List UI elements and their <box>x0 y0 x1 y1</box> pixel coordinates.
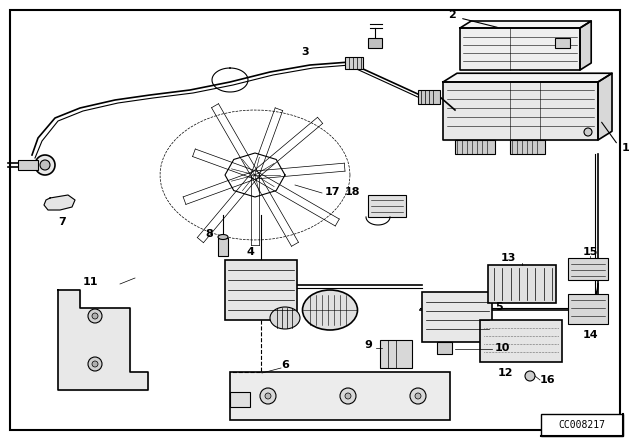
Text: 10: 10 <box>495 343 510 353</box>
Text: 18: 18 <box>344 187 360 197</box>
Bar <box>368 38 382 48</box>
Polygon shape <box>460 28 580 70</box>
Circle shape <box>525 371 535 381</box>
Bar <box>345 57 363 69</box>
Bar <box>18 160 38 170</box>
Bar <box>541 414 623 436</box>
Bar <box>422 292 492 342</box>
Text: 4: 4 <box>246 247 254 257</box>
Text: 15: 15 <box>582 247 598 257</box>
Bar <box>368 195 406 217</box>
Bar <box>230 372 450 420</box>
Text: CC008217: CC008217 <box>559 420 605 430</box>
Bar <box>437 342 452 354</box>
Text: 9: 9 <box>364 340 372 350</box>
Circle shape <box>410 388 426 404</box>
Text: 7: 7 <box>58 217 66 227</box>
Text: 1: 1 <box>622 143 630 153</box>
Bar <box>225 260 297 320</box>
Bar <box>455 140 495 154</box>
Circle shape <box>340 388 356 404</box>
Bar <box>568 258 608 280</box>
Circle shape <box>584 128 592 136</box>
Bar <box>488 265 556 303</box>
Text: 6: 6 <box>281 360 289 370</box>
Bar <box>480 320 562 362</box>
Text: 5: 5 <box>495 302 502 312</box>
Text: 8: 8 <box>205 229 213 239</box>
Circle shape <box>88 357 102 371</box>
Ellipse shape <box>270 307 300 329</box>
Bar <box>510 140 545 154</box>
Text: 17: 17 <box>325 187 340 197</box>
Circle shape <box>92 361 98 367</box>
Bar <box>568 294 608 324</box>
Polygon shape <box>443 82 598 140</box>
Circle shape <box>40 160 50 170</box>
Circle shape <box>92 313 98 319</box>
Polygon shape <box>443 73 612 82</box>
Text: 11: 11 <box>83 277 98 287</box>
Polygon shape <box>580 21 591 70</box>
Ellipse shape <box>218 234 228 240</box>
Text: 12: 12 <box>497 368 513 378</box>
Bar <box>418 90 440 104</box>
Ellipse shape <box>303 290 358 330</box>
Bar <box>380 340 412 368</box>
Polygon shape <box>598 73 612 140</box>
Circle shape <box>345 393 351 399</box>
Text: 3: 3 <box>301 47 309 57</box>
Polygon shape <box>460 21 591 28</box>
Text: 2: 2 <box>448 10 456 20</box>
Bar <box>555 38 570 48</box>
Polygon shape <box>44 195 75 210</box>
Text: 14: 14 <box>582 330 598 340</box>
Bar <box>230 392 250 407</box>
Bar <box>218 238 228 256</box>
Text: 13: 13 <box>500 253 516 263</box>
Circle shape <box>35 155 55 175</box>
Polygon shape <box>58 290 148 390</box>
Circle shape <box>265 393 271 399</box>
Circle shape <box>415 393 421 399</box>
Text: 16: 16 <box>540 375 556 385</box>
Circle shape <box>260 388 276 404</box>
Circle shape <box>88 309 102 323</box>
